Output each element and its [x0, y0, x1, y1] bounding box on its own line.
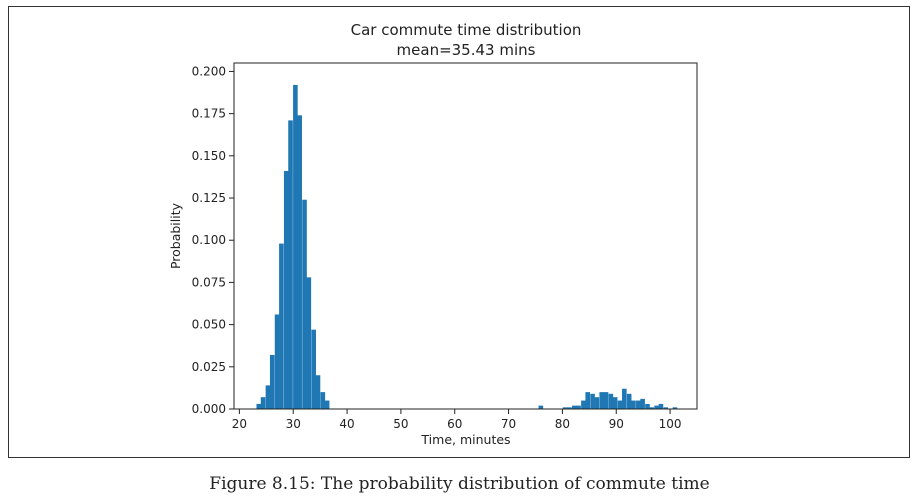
histogram-bar: [265, 385, 271, 409]
x-tick-label: 50: [393, 417, 408, 431]
figure-caption: Figure 8.15: The probability distributio…: [209, 474, 710, 494]
y-tick-label: 0.125: [192, 191, 226, 205]
histogram-bar: [571, 405, 577, 409]
x-tick-label: 60: [447, 417, 462, 431]
histogram-bar: [640, 398, 645, 409]
x-tick-label: 80: [555, 417, 570, 431]
histogram-bar: [672, 407, 678, 409]
histogram-bar: [585, 392, 590, 409]
y-axis-label: Probability: [168, 202, 183, 269]
histogram-bar: [599, 392, 604, 409]
histogram-bar: [302, 199, 307, 409]
x-axis-label: Time, minutes: [420, 432, 510, 447]
y-tick-label: 0.000: [192, 402, 226, 416]
histogram-bar: [567, 407, 572, 409]
histogram-bar: [594, 397, 600, 409]
histogram-bar: [562, 407, 568, 409]
histogram-bar: [576, 405, 581, 409]
histogram-bar: [274, 314, 280, 409]
chart-title: Car commute time distribution: [351, 21, 582, 39]
histogram-bar: [626, 393, 632, 409]
figure-frame: [8, 6, 910, 458]
histogram-bar: [654, 405, 659, 409]
y-tick-label: 0.100: [192, 233, 226, 247]
y-tick-label: 0.075: [192, 275, 226, 289]
plot-area-frame: [233, 62, 698, 410]
histogram-bar: [279, 243, 284, 409]
x-axis: 20 30 40 50 60 70 80 90 100: [232, 409, 682, 431]
chart-subtitle: mean=35.43 mins: [397, 41, 536, 59]
x-tick-label: 100: [659, 417, 682, 431]
x-tick-label: 20: [232, 417, 247, 431]
histogram-bar: [645, 403, 650, 409]
histogram-bar: [617, 400, 623, 409]
y-tick-label: 0.200: [192, 64, 226, 78]
y-tick-label: 0.025: [192, 360, 226, 374]
histogram-bar: [269, 354, 275, 409]
x-tick-label: 30: [286, 417, 301, 431]
histogram-bar: [320, 392, 326, 409]
histogram-bar: [622, 388, 627, 409]
x-tick-label: 70: [501, 417, 516, 431]
histogram-bar: [581, 400, 586, 409]
x-tick-label: 90: [609, 417, 624, 431]
y-tick-label: 0.175: [192, 107, 226, 121]
histogram-bar: [590, 393, 595, 409]
histogram-bar: [631, 400, 636, 409]
histogram-bar: [283, 171, 289, 409]
histogram-bar: [636, 400, 641, 409]
histogram-bar: [306, 277, 312, 409]
histogram-bar: [649, 407, 655, 409]
x-tick-label: 40: [339, 417, 354, 431]
histogram-bar: [260, 397, 266, 409]
y-tick-label: 0.150: [192, 149, 226, 163]
histogram-bar: [297, 115, 302, 409]
histogram-bar: [608, 393, 614, 409]
histogram-bar: [538, 405, 544, 409]
histogram-bar: [311, 329, 316, 409]
histogram-bar: [288, 120, 293, 409]
histogram-bar: [293, 84, 298, 409]
histogram-chart: Car commute time distribution mean=35.43…: [168, 21, 698, 447]
histogram-bar: [612, 397, 618, 409]
histogram-bar: [324, 400, 330, 409]
histogram-bar: [315, 375, 321, 409]
histogram-bar: [663, 407, 669, 409]
y-tick-label: 0.050: [192, 318, 226, 332]
histogram-bar: [256, 403, 262, 409]
y-axis: 0.000 0.025 0.050 0.075 0.100 0.125 0.150 0.175…: [192, 64, 234, 416]
histogram-bar: [658, 403, 664, 409]
histogram-bar: [603, 392, 609, 409]
histogram-bars: [256, 84, 678, 409]
